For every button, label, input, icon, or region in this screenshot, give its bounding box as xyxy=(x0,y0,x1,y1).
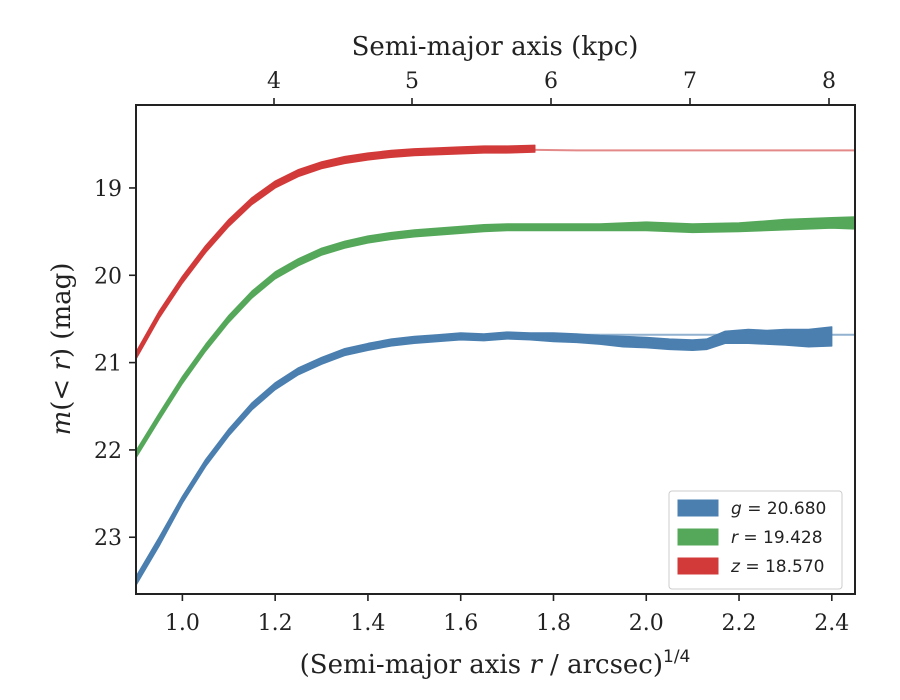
legend-swatch-g xyxy=(677,499,719,517)
y-tick-label: 21 xyxy=(94,352,122,377)
legend-label-r: r = 19.428 xyxy=(731,528,823,548)
top-tick-label: 4 xyxy=(267,69,281,94)
top-tick-label: 6 xyxy=(544,69,558,94)
x-tick-label: 2.2 xyxy=(722,611,757,636)
plot-area xyxy=(135,144,856,586)
y-tick-label: 20 xyxy=(94,264,122,289)
x-tick-label: 1.4 xyxy=(350,611,385,636)
x-tick-label: 1.2 xyxy=(258,611,293,636)
y-tick-label: 22 xyxy=(94,439,122,464)
y-tick-label: 23 xyxy=(94,526,122,551)
top-tick-label: 7 xyxy=(683,69,697,94)
axes: 1.0 1.2 1.4 1.6 1.8 2.0 2.2 2.4 19 20 21 22 23 4 5 6 7 8 xyxy=(94,69,849,636)
y-axis-label: m(< r) (mag) xyxy=(47,263,77,436)
series-g-band xyxy=(135,326,833,586)
top-tick-label: 5 xyxy=(405,69,419,94)
plot-frame xyxy=(135,104,856,595)
x-tick-label: 2.0 xyxy=(629,611,664,636)
top-tick-label: 8 xyxy=(822,69,836,94)
x-tick-label: 2.4 xyxy=(814,611,849,636)
legend: g = 20.680 r = 19.428 z = 18.570 xyxy=(668,490,843,590)
series-z-model-line xyxy=(507,148,855,152)
y-tick-label: 19 xyxy=(94,177,122,202)
x-tick-label: 1.6 xyxy=(443,611,478,636)
x-tick-label: 1.0 xyxy=(165,611,200,636)
top-axis-label: Semi-major axis (kpc) xyxy=(352,32,639,62)
legend-swatch-r xyxy=(677,528,719,546)
series-z-band xyxy=(135,144,536,360)
series-g xyxy=(135,326,855,586)
legend-swatch-z xyxy=(677,557,719,575)
legend-label-z: z = 18.570 xyxy=(730,557,824,577)
legend-label-g: g = 20.680 xyxy=(731,499,826,519)
x-tick-label: 1.8 xyxy=(536,611,571,636)
x-axis-label: (Semi-major axis r / arcsec)1/4 xyxy=(300,647,691,680)
series-z xyxy=(135,144,855,360)
